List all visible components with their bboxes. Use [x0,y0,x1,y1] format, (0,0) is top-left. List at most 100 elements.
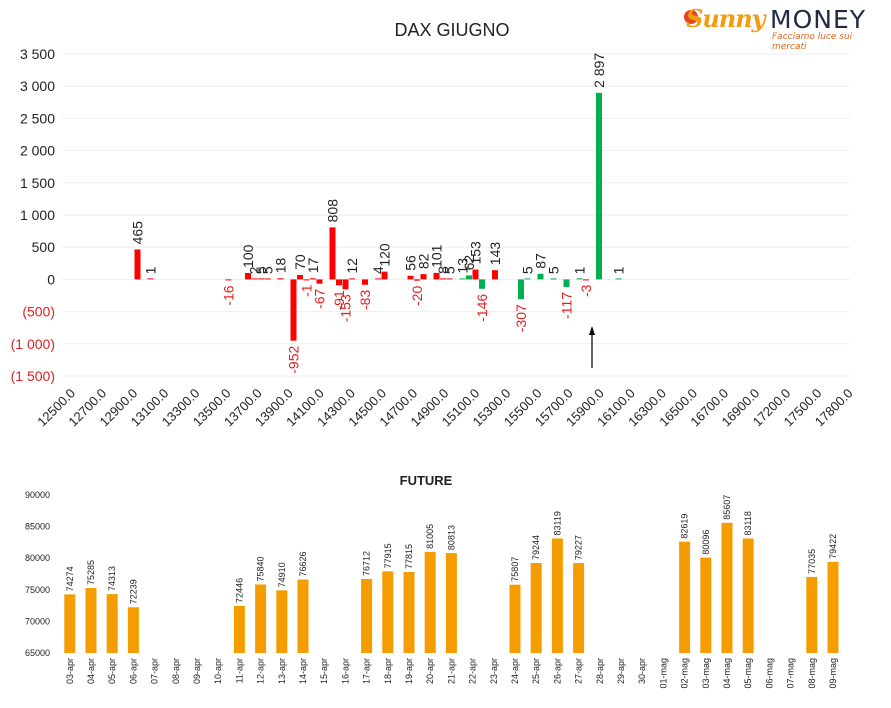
future-bar [361,578,373,653]
future-x-tick-label: 21-apr [446,658,456,684]
future-x-tick-label: 11-apr [234,658,244,683]
future-data-label: 79244 [531,535,541,560]
future-x-tick-label: 04-apr [86,658,96,684]
future-x-tick-label: 01-mag [658,658,668,689]
future-x-tick-label: 16-apr [340,658,350,684]
future-bar [742,538,754,653]
future-y-tick-label: 65000 [25,648,50,658]
dax-data-label: -91 [331,290,347,310]
future-x-tick-label: 07-mag [786,658,796,689]
future-x-tick-label: 09-apr [192,658,202,684]
dax-data-label: 5 [520,266,536,274]
dax-bar [297,274,303,280]
dax-bar [362,279,368,285]
dax-data-label: -20 [409,285,425,305]
dax-y-tick-label: 1 500 [20,175,55,191]
dax-bar [440,278,446,280]
future-x-tick-label: 03-apr [65,658,75,684]
future-data-label: 77815 [404,544,414,569]
dax-data-label: -117 [559,292,575,319]
future-x-tick-label: 10-apr [213,658,223,684]
logo-money-text: MONEY [770,5,867,34]
dax-bar [407,275,414,280]
dax-data-label: 56 [403,255,419,271]
dax-data-label: 808 [325,199,341,223]
dax-y-tick-label: 500 [32,239,56,255]
future-x-tick-label: 08-mag [807,658,817,689]
dax-data-label: 143 [487,242,503,266]
future-bar [700,557,712,653]
future-data-label: 74274 [65,566,75,591]
dax-data-label: 5 [442,266,458,274]
future-data-label: 79422 [828,534,838,559]
future-data-label: 80813 [446,525,456,550]
future-x-tick-label: 06-mag [764,658,774,689]
dax-bar [349,278,355,280]
price-arrow-head-icon [589,326,595,335]
dax-bar [518,279,524,300]
dax-bar [550,278,557,280]
future-bar [530,562,542,653]
future-data-label: 74313 [107,566,117,591]
dax-bar [336,279,342,286]
dax-bar [479,279,485,289]
dax-bar [329,227,336,280]
future-bar [551,538,563,653]
price-arrow [589,326,595,368]
dax-bar [381,271,388,280]
dax-bar [134,249,141,280]
future-x-tick-label: 22-apr [468,658,478,684]
future-y-tick-label: 70000 [25,616,50,626]
dax-bar [466,275,472,280]
dax-data-label: 17 [305,258,321,274]
future-x-tick-label: 26-apr [552,658,562,684]
dax-data-label: 87 [533,253,549,269]
dax-bar [615,278,622,280]
dax-data-label: 1 [143,266,159,274]
future-x-tick-label: 08-apr [171,658,181,684]
future-x-tick-label: 17-apr [362,658,372,684]
future-bar [573,563,585,653]
future-data-label: 77915 [383,543,393,568]
future-bar [509,584,521,653]
logo-sunny-text: Sunny [686,4,766,33]
dax-y-tick-label: 3 000 [20,78,55,94]
sun-icon [684,10,698,24]
dax-y-tick-label: 1 000 [20,207,55,223]
dax-bar [251,278,258,280]
dax-data-label: -83 [357,290,373,310]
dax-data-label: 101 [429,244,445,268]
dax-bar [596,92,602,280]
dax-data-label: 4 [370,266,386,274]
future-data-label: 83119 [552,511,562,535]
future-y-tick-label: 85000 [25,522,50,532]
future-x-tick-label: 19-apr [404,658,414,684]
dax-bar [537,273,544,280]
dax-data-label: 2 897 [591,53,607,88]
future-data-label: 79227 [574,535,584,560]
dax-bar [290,279,297,341]
dax-bar [583,279,589,281]
dax-data-label: 13 [455,258,471,274]
future-data-label: 76626 [298,551,308,576]
dax-bar [576,278,583,280]
future-x-tick-label: 02-mag [680,658,690,689]
future-y-tick-label: 80000 [25,553,50,563]
future-chart-title: FUTURE [400,473,453,488]
dax-bar [225,279,232,281]
dax-bar [563,279,570,287]
dax-data-label: 18 [273,257,289,273]
dax-bar [264,278,271,280]
dax-bar [524,278,531,280]
dax-data-label: -16 [221,285,237,305]
dax-bar [492,270,498,280]
future-bar [445,553,457,653]
future-x-tick-label: 05-apr [107,658,117,684]
future-bar [382,571,394,653]
future-x-tick-label: 12-apr [256,658,266,684]
future-bar [233,605,245,653]
future-data-label: 81005 [425,524,435,549]
future-x-tick-label: 30-apr [637,658,647,684]
dax-data-label: -153 [338,294,354,322]
dax-data-label: -952 [286,346,302,374]
